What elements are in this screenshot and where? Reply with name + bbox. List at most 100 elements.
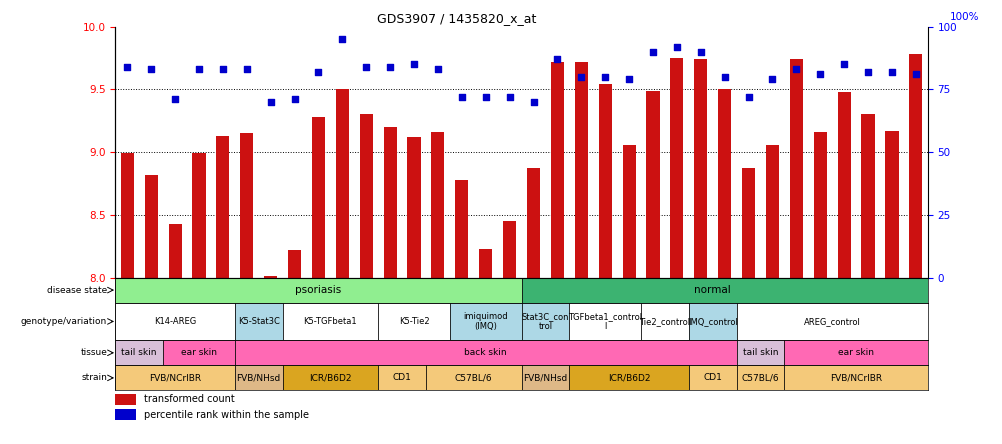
Text: tail skin: tail skin: [742, 348, 778, 357]
Bar: [521, 365, 569, 390]
Bar: [283, 365, 378, 390]
Bar: [669, 58, 682, 278]
Text: strain: strain: [81, 373, 107, 382]
Text: IMQ_control: IMQ_control: [687, 317, 736, 326]
Bar: [192, 153, 205, 278]
Point: [167, 96, 183, 103]
Bar: [378, 365, 426, 390]
Point: [907, 71, 923, 78]
Point: [143, 66, 159, 73]
Bar: [837, 92, 850, 278]
Text: K5-Tie2: K5-Tie2: [399, 317, 429, 326]
Text: CD1: CD1: [392, 373, 411, 382]
Text: C57BL/6: C57BL/6: [740, 373, 779, 382]
Point: [620, 76, 636, 83]
Point: [382, 63, 398, 70]
Bar: [426, 365, 521, 390]
Text: C57BL/6: C57BL/6: [455, 373, 492, 382]
Bar: [735, 365, 784, 390]
Point: [334, 36, 350, 43]
Bar: [163, 340, 234, 365]
Point: [668, 43, 684, 50]
Bar: [789, 59, 803, 278]
Text: back skin: back skin: [464, 348, 507, 357]
Point: [739, 93, 756, 100]
Bar: [885, 131, 898, 278]
Text: ICR/B6D2: ICR/B6D2: [309, 373, 352, 382]
Bar: [234, 365, 283, 390]
Point: [596, 73, 612, 80]
Title: GDS3907 / 1435820_x_at: GDS3907 / 1435820_x_at: [377, 12, 536, 25]
Text: TGFbeta1_control
l: TGFbeta1_control l: [567, 312, 641, 331]
Point: [501, 93, 517, 100]
Point: [788, 66, 804, 73]
Bar: [239, 133, 254, 278]
Bar: [479, 249, 492, 278]
Point: [573, 73, 589, 80]
Point: [692, 48, 708, 56]
Point: [287, 96, 303, 103]
Bar: [521, 278, 927, 303]
Bar: [784, 365, 927, 390]
Bar: [640, 303, 688, 340]
Bar: [693, 59, 706, 278]
Point: [764, 76, 780, 83]
Text: Tie2_control: Tie2_control: [638, 317, 689, 326]
Text: imiquimod
(IMQ): imiquimod (IMQ): [463, 312, 508, 331]
Bar: [383, 127, 397, 278]
Bar: [861, 115, 874, 278]
Bar: [120, 153, 133, 278]
Text: disease state: disease state: [47, 285, 107, 294]
Bar: [574, 62, 587, 278]
Point: [859, 68, 875, 75]
Bar: [288, 250, 301, 278]
Bar: [784, 340, 927, 365]
Bar: [622, 145, 635, 278]
Point: [358, 63, 374, 70]
Bar: [521, 303, 569, 340]
Text: AREG_control: AREG_control: [803, 317, 860, 326]
Bar: [741, 168, 755, 278]
Text: ear skin: ear skin: [180, 348, 216, 357]
Point: [812, 71, 828, 78]
Bar: [115, 393, 135, 404]
Text: FVB/NCrIBR: FVB/NCrIBR: [830, 373, 882, 382]
Point: [406, 61, 422, 68]
Point: [836, 61, 852, 68]
Bar: [234, 303, 283, 340]
Point: [477, 93, 493, 100]
Bar: [598, 84, 611, 278]
Bar: [431, 132, 444, 278]
Point: [525, 99, 541, 106]
Bar: [717, 89, 730, 278]
Bar: [909, 54, 922, 278]
Text: ear skin: ear skin: [838, 348, 873, 357]
Bar: [407, 137, 420, 278]
Bar: [503, 221, 516, 278]
Bar: [115, 409, 135, 420]
Text: ICR/B6D2: ICR/B6D2: [607, 373, 649, 382]
Bar: [688, 365, 735, 390]
Bar: [216, 136, 229, 278]
Point: [549, 56, 565, 63]
Bar: [360, 115, 373, 278]
Bar: [569, 303, 640, 340]
Text: CD1: CD1: [702, 373, 721, 382]
Bar: [645, 91, 659, 278]
Bar: [264, 276, 277, 278]
Text: normal: normal: [693, 285, 730, 295]
Bar: [450, 303, 521, 340]
Text: K14-AREG: K14-AREG: [153, 317, 196, 326]
Point: [214, 66, 230, 73]
Bar: [569, 365, 688, 390]
Bar: [283, 303, 378, 340]
Text: tissue: tissue: [80, 348, 107, 357]
Text: psoriasis: psoriasis: [295, 285, 342, 295]
Bar: [735, 303, 927, 340]
Bar: [115, 365, 234, 390]
Text: tail skin: tail skin: [121, 348, 157, 357]
Bar: [735, 340, 784, 365]
Point: [263, 99, 279, 106]
Bar: [688, 303, 735, 340]
Bar: [115, 340, 163, 365]
